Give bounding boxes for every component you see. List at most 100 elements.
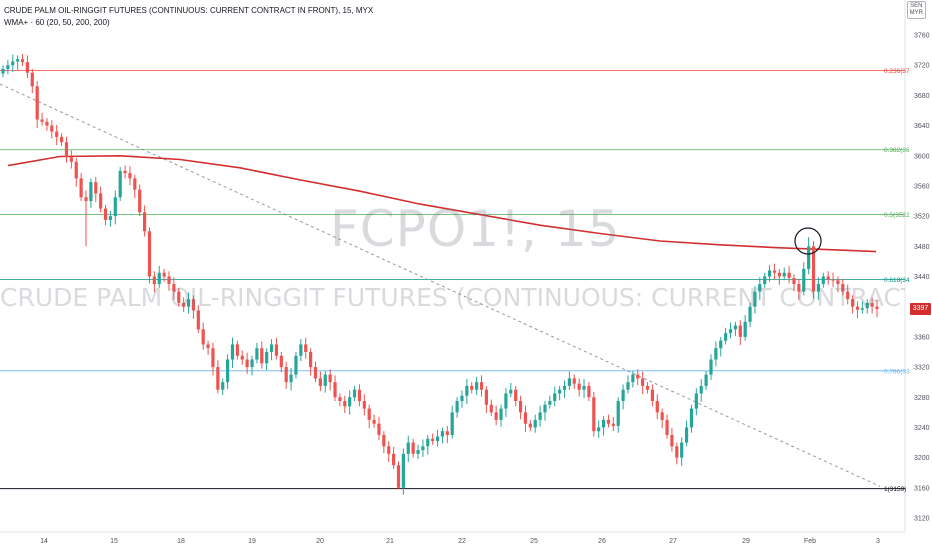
x-tick-label: 15 [110,538,118,545]
candle [221,378,225,395]
candle-body [797,284,801,292]
candle-body [103,208,108,220]
candle-body [333,382,337,398]
candle-body [260,348,264,364]
candle-body [802,268,806,292]
candle-body [304,344,308,352]
candle [709,354,713,380]
candle [103,204,108,226]
candle-body [167,276,171,285]
candle-body [489,404,493,413]
candle-body [226,359,230,383]
currency-bottom-label: MYR [909,10,923,16]
candle-body [147,231,152,277]
candle-body [753,291,757,307]
candle [528,419,532,432]
candle-body [294,355,298,375]
candle-body [494,412,498,420]
candle-body [811,246,816,292]
candle [724,327,728,345]
indicator-legend[interactable]: WMA+ · 60 (20, 50, 200, 200) [4,18,110,27]
currency-top-label: SEN [910,3,923,9]
candle [826,271,830,285]
candle [684,420,689,447]
candle [553,386,557,407]
candle [406,435,410,463]
candle [479,375,484,397]
candle-body [865,302,869,309]
candle-body [406,442,410,454]
candle [792,274,796,291]
candle [699,379,703,402]
candle-body [69,157,73,162]
candle-body [309,351,313,368]
time-axis[interactable]: 14 15 18 19 20 21 22 25 26 27 29 Feb 3 [40,538,880,545]
candle-body [616,401,620,426]
candle-body [680,442,684,458]
candle-body [240,355,244,360]
candle-body [352,389,357,398]
candle-body [323,374,327,386]
candle [426,434,430,455]
candle-body [562,385,567,390]
y-tick-label: 3640 [914,123,930,130]
candle [294,351,298,379]
candle [421,439,425,457]
candle [489,399,493,417]
candle [753,286,757,314]
candle-body [20,59,25,63]
candle-body [94,182,98,194]
candle [875,299,879,318]
candle [475,376,479,395]
currency-unit-button[interactable]: SEN MYR [906,1,926,19]
candle [343,395,347,414]
candle-body [196,310,200,330]
candle-body [767,270,772,277]
y-tick-label: 3160 [914,485,930,492]
candle-body [362,401,366,409]
y-tick-label: 3120 [914,516,930,523]
fib-level-label: 0.5(3522 [884,212,910,219]
candle-body [445,431,449,435]
candle-body [392,453,396,466]
trendline-group[interactable] [0,83,881,487]
candle [558,385,562,401]
candle [59,133,64,146]
candle-body [182,302,186,307]
candle [592,391,596,437]
candle-body [694,393,698,409]
candle-body [157,272,161,285]
candle [186,292,191,314]
candle-body [699,385,703,394]
candle-body [636,374,640,379]
candle-body [518,401,523,413]
candle [831,272,835,288]
candle-body [59,136,64,143]
x-tick-label: 22 [458,538,466,545]
candle-body [665,419,669,435]
candle-body [719,340,723,349]
candle-body [709,359,713,375]
candle [16,55,20,70]
candle-body [377,423,381,435]
candle-body [142,212,147,232]
candle-body [650,389,654,402]
candle [206,340,210,355]
candle [445,425,449,444]
candle-body [284,367,288,383]
candle [601,416,606,436]
fibonacci-retracement[interactable]: 0.236(37 0.382(36 0.5(3522 0.618(34 0.786(33… [0,68,910,493]
price-axis[interactable]: 3760372036803640360035603520348034403400… [914,33,930,523]
candle-body [89,182,93,202]
y-tick-label: 3360 [914,334,930,341]
candle-body [748,306,752,322]
candle-body [221,382,225,390]
candle-body [543,404,547,413]
highlight-circle-annotation[interactable] [794,227,822,255]
candle-body [357,389,362,402]
candle-body [831,279,835,281]
candle [758,277,762,300]
candle [201,322,205,350]
candle-body [509,389,513,394]
